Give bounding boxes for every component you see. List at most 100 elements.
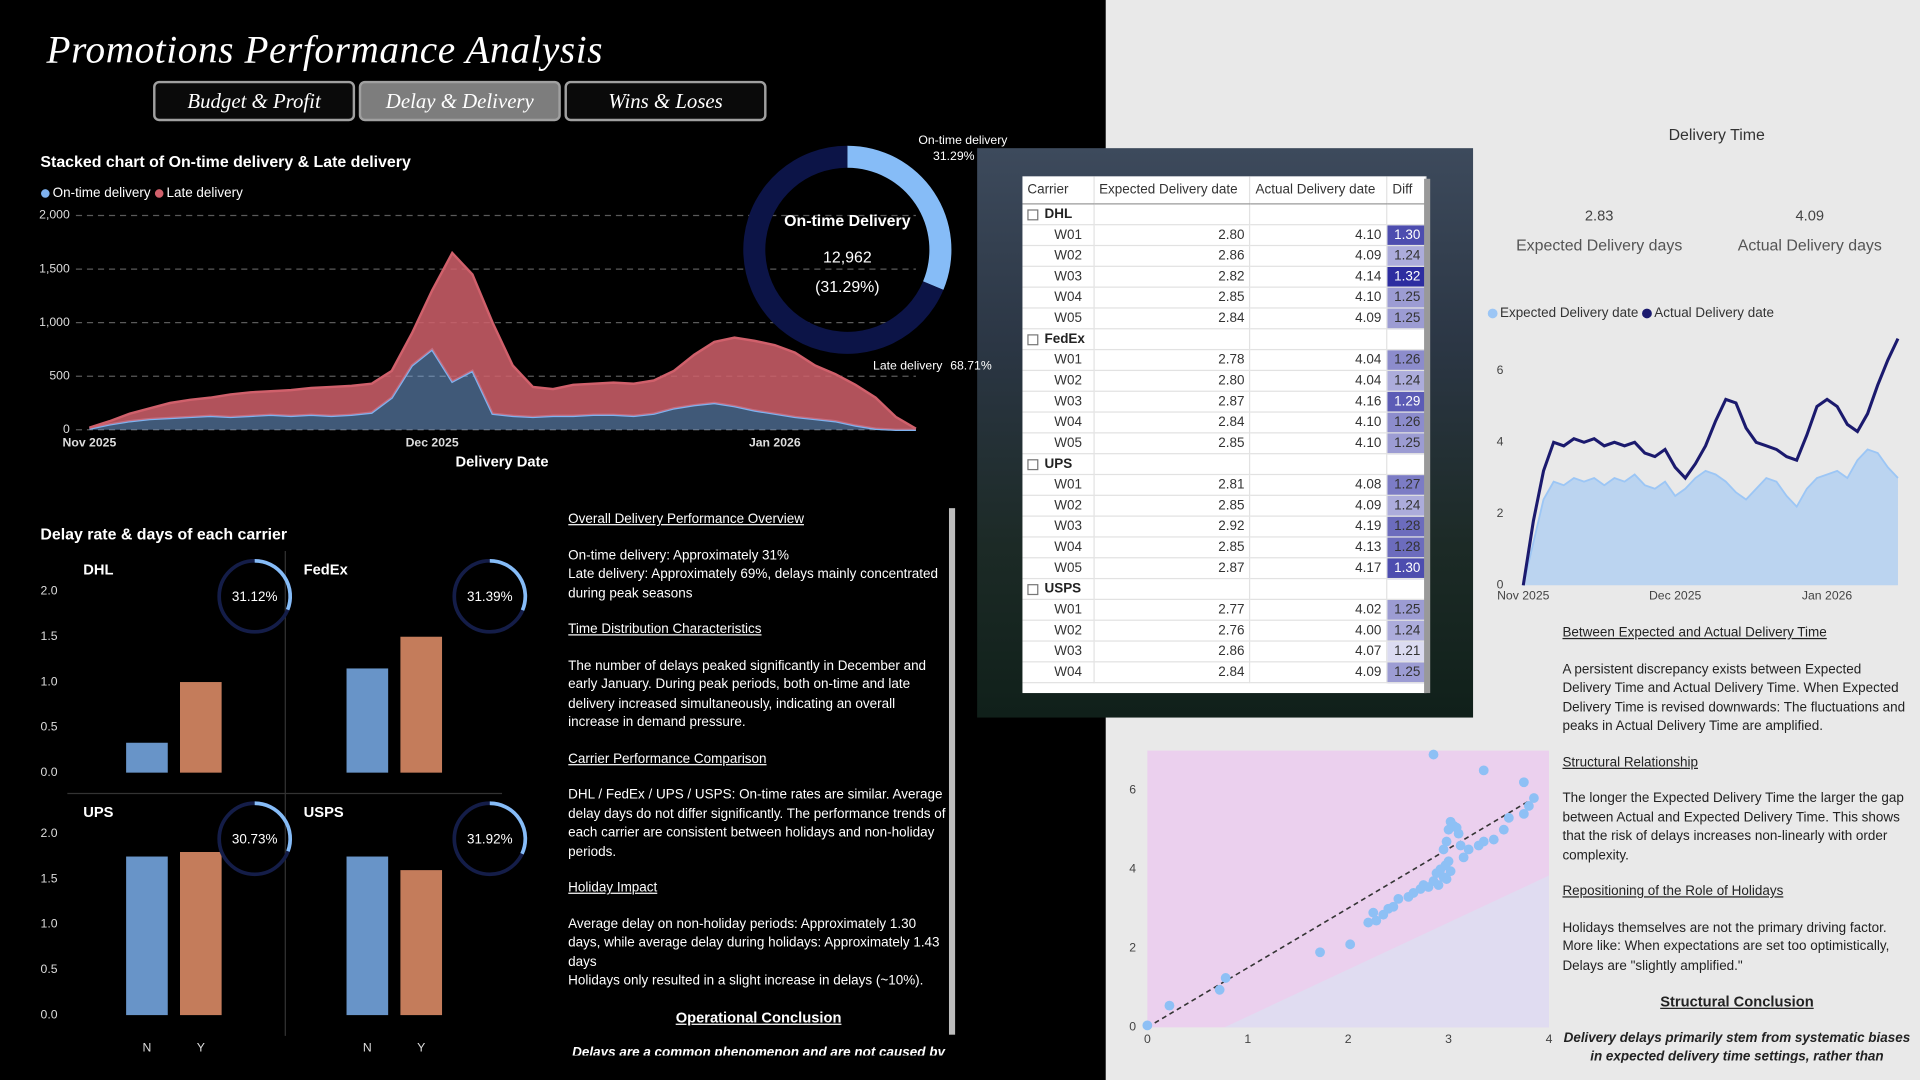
kpi-label: Actual Delivery days — [1738, 237, 1882, 254]
scatter-point — [1428, 749, 1439, 760]
y-tick-label: 0 — [1497, 578, 1504, 592]
carrier-table: Carrier Expected Delivery date Actual Deli… — [1022, 176, 1427, 694]
scatter-point — [1458, 852, 1469, 863]
empty-cell — [1093, 203, 1251, 226]
scrollbar[interactable] — [1424, 178, 1431, 694]
row-label: W02 — [1022, 495, 1095, 517]
note-text: Late delivery: Approximately 69%, delays… — [568, 566, 939, 601]
trend-line — [1146, 797, 1535, 1029]
y-tick-label: 2.0 — [41, 826, 58, 840]
donut-center-title: On-time Delivery — [784, 213, 911, 230]
note-section: Repositioning of the Role of Holidays Hol… — [1562, 883, 1911, 976]
table: Carrier Expected Delivery date Actual Deli… — [1022, 176, 1427, 684]
data-row: W03 2.82 4.14 1.32 — [1022, 266, 1427, 288]
cell: 2.92 — [1093, 516, 1251, 538]
cell: 4.08 — [1250, 474, 1388, 496]
cell: 2.78 — [1093, 349, 1251, 372]
cell: 4.09 — [1250, 245, 1388, 267]
y-tick-label: 0.0 — [41, 765, 58, 779]
scatter-point — [1529, 793, 1539, 803]
cell: 2.86 — [1093, 245, 1251, 267]
cell: 4.13 — [1250, 536, 1388, 559]
cell: 2.87 — [1093, 391, 1251, 413]
scatter-point — [1478, 765, 1489, 776]
empty-cell — [1250, 328, 1388, 351]
cell: 1.28 — [1386, 536, 1427, 559]
row-label: W04 — [1022, 536, 1095, 559]
cell: 4.04 — [1250, 349, 1388, 372]
y-tick-label: 500 — [49, 368, 70, 382]
cell: 4.07 — [1250, 641, 1388, 663]
bar — [180, 682, 222, 773]
expand-icon[interactable] — [1027, 208, 1039, 220]
tab[interactable]: Wins & Loses — [564, 80, 767, 122]
cell: 1.24 — [1386, 620, 1427, 642]
cell: 4.17 — [1250, 557, 1388, 580]
legend-label: Actual Delivery date — [1654, 305, 1774, 320]
y-tick-label: 0 — [1129, 1020, 1136, 1034]
row-label: W05 — [1022, 432, 1095, 455]
row-label: W01 — [1022, 599, 1095, 621]
y-tick-label: 0.0 — [41, 1007, 58, 1021]
data-row: W04 2.85 4.13 1.28 — [1022, 536, 1427, 559]
scatter-point — [1453, 828, 1464, 839]
cell: 1.25 — [1386, 287, 1427, 309]
cell: 4.10 — [1250, 432, 1388, 455]
scatter-point — [1368, 907, 1379, 918]
data-row: W02 2.80 4.04 1.24 — [1022, 370, 1427, 392]
column-header: Expected Delivery date — [1093, 176, 1251, 205]
row-label: W01 — [1022, 474, 1095, 496]
series-line — [89, 250, 917, 430]
group-row: DHL — [1022, 203, 1427, 226]
empty-cell — [1386, 203, 1427, 226]
note-text: Holidays only resulted in a slight incre… — [568, 973, 924, 989]
tab[interactable]: Budget & Profit — [153, 80, 356, 122]
y-tick-label: 6 — [1497, 363, 1504, 377]
slice-label: Late delivery — [873, 358, 943, 372]
row-label: W05 — [1022, 557, 1095, 580]
bar — [346, 856, 389, 1016]
y-tick-label: 6 — [1129, 782, 1136, 796]
cell: 4.19 — [1250, 516, 1388, 538]
cell: 2.80 — [1093, 224, 1251, 247]
x-tick-label: N — [143, 1040, 152, 1054]
chart-title: Stacked chart of On-time delivery & Late… — [40, 154, 411, 171]
data-row: W04 2.84 4.10 1.26 — [1022, 412, 1427, 434]
cell: 1.25 — [1386, 599, 1427, 621]
x-tick-label: Nov 2025 — [1497, 589, 1550, 603]
y-tick-label: 0.5 — [41, 720, 58, 734]
group-cell: USPS — [1022, 578, 1095, 601]
x-tick-label: Jan 2026 — [1802, 589, 1853, 603]
cell: 2.77 — [1093, 599, 1251, 621]
scrollbar[interactable] — [948, 508, 956, 1035]
note-conclusion-heading: Structural Conclusion — [1660, 993, 1814, 1011]
series-line — [1522, 448, 1899, 586]
scatter-point — [1443, 856, 1454, 867]
cell: 1.32 — [1386, 266, 1427, 288]
cell: 2.84 — [1093, 412, 1251, 434]
expand-icon[interactable] — [1027, 458, 1039, 470]
row-label: W04 — [1022, 287, 1095, 309]
note-conclusion-text: Delivery delays primarily stem from syst… — [1563, 1030, 1911, 1063]
column-header: Carrier — [1022, 176, 1095, 205]
dashboard-title: Promotions Performance Analysis — [46, 26, 604, 72]
cell: 1.28 — [1386, 516, 1427, 538]
group-name: USPS — [1044, 581, 1082, 597]
scatter-point — [1441, 874, 1452, 884]
donut-center-percent: (31.29%) — [815, 279, 880, 296]
legend-label: Late delivery — [167, 185, 244, 200]
legend-label: Expected Delivery date — [1500, 305, 1638, 320]
note-conclusion-heading: Operational Conclusion — [675, 1008, 842, 1026]
scatter-point — [1488, 834, 1499, 845]
group-name: UPS — [1044, 456, 1073, 472]
data-row: W04 2.85 4.10 1.25 — [1022, 287, 1427, 309]
cell: 1.25 — [1386, 661, 1427, 684]
x-tick-label: Y — [197, 1040, 205, 1054]
tab[interactable]: Delay & Delivery — [358, 80, 561, 122]
carrier-title: UPS — [83, 805, 113, 821]
cell: 1.25 — [1386, 307, 1427, 330]
expand-icon[interactable] — [1027, 333, 1039, 345]
cell: 1.25 — [1386, 432, 1427, 455]
y-tick-label: 1.0 — [41, 917, 58, 931]
expand-icon[interactable] — [1027, 583, 1039, 595]
